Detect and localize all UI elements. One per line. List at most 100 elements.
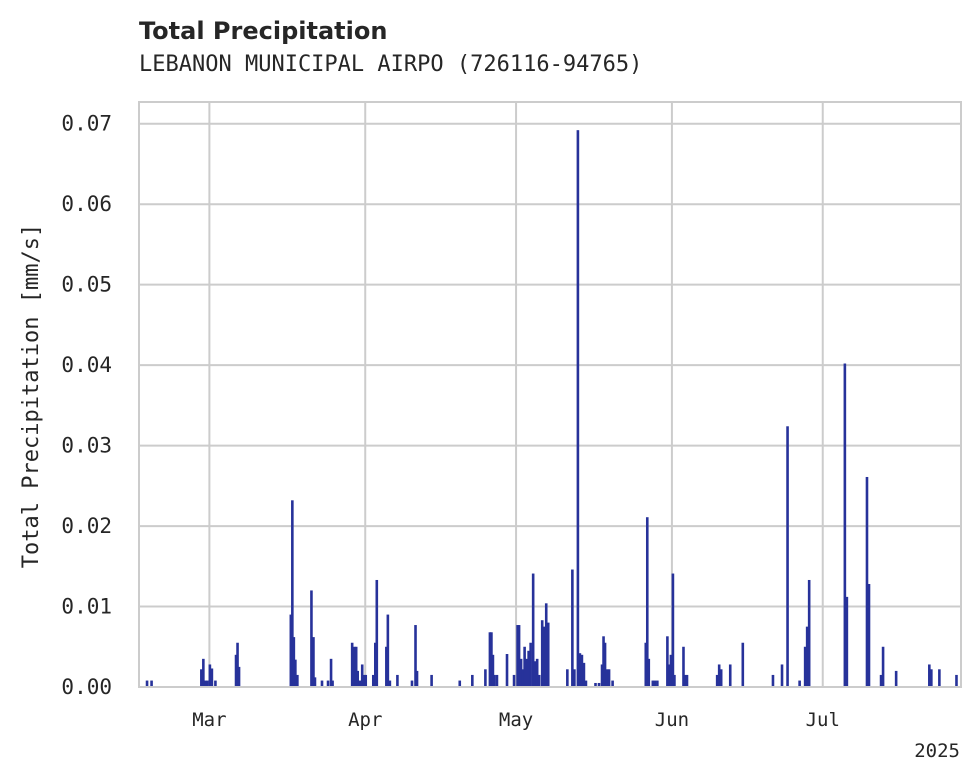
precipitation-bar	[491, 654, 495, 687]
precipitation-bar	[414, 625, 417, 687]
precipitation-bar	[780, 664, 784, 687]
y-axis-label: Total Precipitation [mm/s]	[19, 224, 44, 568]
precipitation-bar	[527, 650, 530, 687]
precipitation-bar	[471, 674, 474, 687]
precipitation-bar	[505, 654, 509, 687]
precipitation-bar	[879, 674, 883, 687]
precipitation-bar	[597, 682, 601, 687]
precipitation-bar	[955, 674, 958, 687]
precipitation-bar	[495, 674, 499, 687]
y-tick-label: 0.03	[61, 434, 112, 458]
precipitation-bar	[537, 674, 541, 687]
precipitation-bar	[580, 654, 584, 687]
precipitation-bar	[566, 669, 569, 687]
precipitation-bar	[150, 680, 153, 687]
precipitation-bar	[291, 500, 294, 687]
precipitation-bar	[458, 680, 462, 687]
precipitation-bar	[771, 674, 775, 687]
precipitation-bar	[584, 680, 588, 687]
precipitation-bar	[611, 680, 614, 687]
precipitation-bar	[364, 674, 368, 687]
precipitation-bar	[668, 664, 671, 687]
precipitation-bar	[843, 363, 847, 687]
precipitation-bar	[523, 646, 526, 687]
x-tick-label: Apr	[348, 709, 382, 731]
precipitation-bar	[651, 680, 655, 687]
precipitation-bar	[803, 646, 807, 687]
precipitation-bar	[685, 674, 689, 687]
precipitation-bar	[490, 632, 493, 687]
precipitation-bar	[415, 670, 419, 687]
y-axis: 0.00 0.01 0.02 0.03 0.04 0.05 0.06 0.07	[61, 112, 112, 699]
precipitation-bar	[388, 680, 392, 687]
precipitation-bar	[204, 680, 207, 687]
precipitation-bar	[607, 669, 611, 687]
precipitation-bar	[573, 669, 576, 687]
precipitation-bar	[331, 680, 334, 687]
precipitation-bar	[360, 664, 364, 687]
precipitation-bar	[516, 625, 519, 687]
precipitation-bar	[582, 662, 586, 687]
precipitation-bar	[673, 674, 676, 687]
precipitation-bar	[645, 517, 649, 687]
precipitation-bar	[236, 642, 239, 687]
precipitation-bar	[484, 669, 487, 687]
precipitation-bar	[214, 680, 217, 687]
precipitation-bar	[356, 670, 359, 687]
precipitation-bar	[683, 674, 687, 687]
precipitation-bar	[578, 653, 582, 687]
precipitation-bar	[488, 632, 492, 687]
precipitation-bar	[602, 636, 605, 687]
y-tick-label: 0.07	[61, 112, 112, 136]
plot-frame	[138, 101, 962, 688]
x-tick-label: May	[499, 709, 533, 731]
grid	[139, 102, 961, 688]
precipitation-bar	[546, 622, 550, 687]
y-tick-label: 0.05	[61, 273, 112, 297]
precipitation-bar	[525, 658, 528, 687]
precipitation-bar	[292, 637, 296, 687]
precipitation-bar	[647, 658, 651, 687]
precipitation-bar	[521, 669, 525, 687]
precipitation-bar	[533, 661, 537, 687]
precipitation-bar	[786, 426, 789, 687]
precipitation-bar	[544, 603, 548, 687]
precipitation-bar	[531, 573, 535, 687]
precipitation-bar	[529, 642, 532, 687]
precipitation-bar	[571, 569, 574, 687]
precipitation-bar	[326, 680, 330, 687]
precipitation-bar	[682, 646, 685, 687]
precipitation-bar	[373, 642, 377, 687]
precipitation-bar	[741, 642, 745, 687]
chart-subtitle: LEBANON MUNICIPAL AIRPO (726116-94765)	[139, 52, 643, 77]
precipitation-bar	[202, 658, 205, 687]
precipitation-bar	[375, 579, 379, 687]
y-tick-label: 0.00	[61, 675, 112, 699]
precipitation-bar	[881, 646, 885, 687]
precipitation-bar	[430, 674, 433, 687]
precipitation-bar	[145, 680, 149, 687]
x-tick-label: Jun	[655, 709, 689, 731]
precipitation-bar	[867, 584, 871, 687]
precipitation-bar	[493, 674, 496, 687]
precipitation-bar	[350, 642, 354, 687]
precipitation-bar	[519, 658, 523, 687]
precipitation-bar	[396, 674, 399, 687]
precipitation-bar	[200, 669, 203, 687]
precipitation-bar	[542, 626, 546, 687]
precipitation-bar	[669, 654, 673, 687]
precipitation-bar	[358, 680, 362, 687]
precipitation-bar	[386, 614, 390, 687]
y-tick-label: 0.06	[61, 192, 112, 216]
precipitation-bar	[362, 674, 366, 687]
precipitation-bar	[938, 669, 941, 687]
precipitation-bar	[354, 646, 358, 687]
precipitation-bar	[540, 620, 544, 687]
precipitation-bar	[535, 658, 539, 687]
precipitation-bar	[210, 668, 214, 687]
precipitation-bar	[715, 674, 719, 687]
precipitation-bar	[805, 626, 809, 687]
precipitation-bar	[234, 654, 238, 687]
precipitation-bar	[930, 669, 933, 687]
